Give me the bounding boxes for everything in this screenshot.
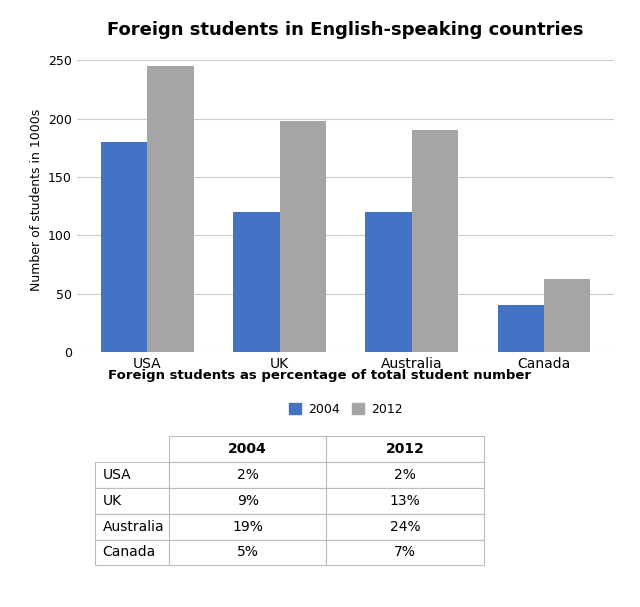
Bar [497, 305, 544, 352]
Bar [412, 131, 458, 352]
Bar [280, 121, 326, 352]
Bar [147, 66, 194, 352]
Bar [365, 212, 412, 352]
Y-axis label: Number of students in 1000s: Number of students in 1000s [29, 109, 42, 291]
Bar [101, 142, 147, 352]
Title: Foreign students in English-speaking countries: Foreign students in English-speaking cou… [108, 21, 584, 39]
Bar [544, 279, 590, 352]
Text: Foreign students as percentage of total student number: Foreign students as percentage of total … [109, 370, 531, 382]
Legend: 2004, 2012: 2004, 2012 [284, 398, 407, 421]
Bar [234, 212, 280, 352]
